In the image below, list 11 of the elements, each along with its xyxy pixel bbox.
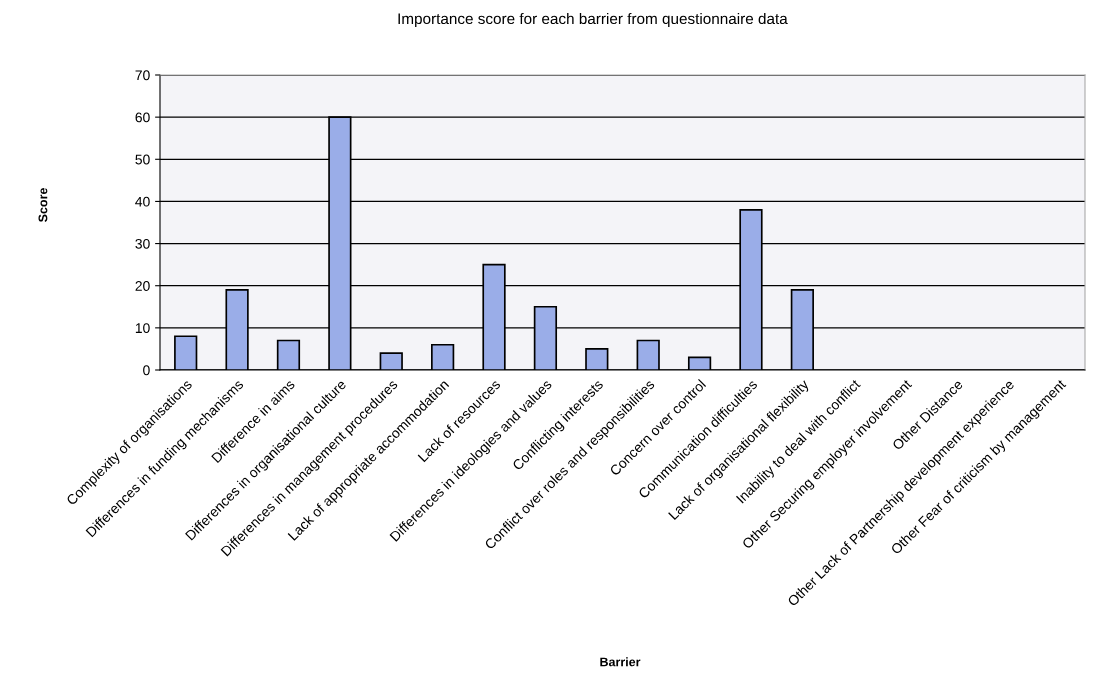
- y-tick-label: 10: [135, 323, 150, 334]
- y-tick-label: 50: [135, 154, 150, 165]
- y-tick-label: 20: [135, 281, 150, 291]
- y-axis-title: Score: [38, 188, 48, 223]
- y-tick-label: 60: [135, 112, 150, 123]
- x-axis-title: Barrier: [600, 657, 641, 667]
- y-tick-label: 70: [135, 70, 150, 81]
- y-tick-label: 40: [135, 196, 150, 207]
- y-tick-label: 30: [135, 238, 150, 249]
- y-tick-label: 0: [143, 365, 150, 376]
- chart-title: Importance score for each barrier from questionnaire data: [398, 12, 788, 28]
